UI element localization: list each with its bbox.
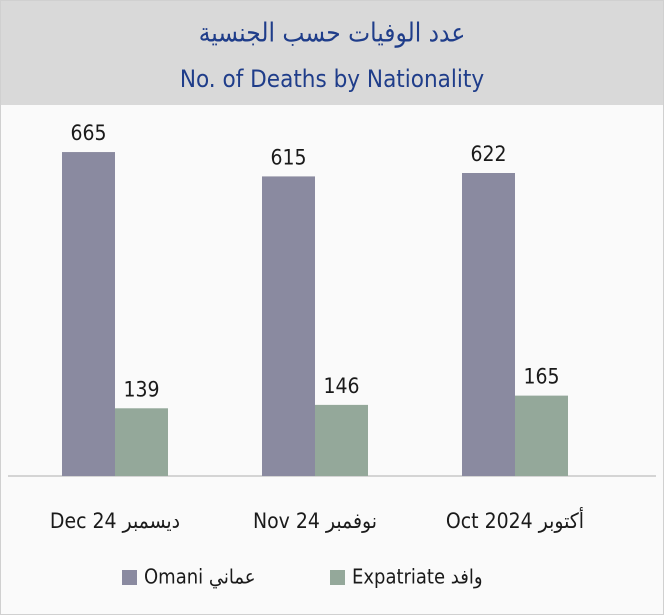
value-label: 165 — [523, 365, 559, 389]
value-label: 146 — [323, 374, 359, 398]
bar — [115, 408, 168, 476]
x-tick-label: Oct 2024 أكتوبر — [446, 507, 584, 533]
title-band — [1, 1, 663, 105]
bar — [462, 172, 515, 477]
bar — [315, 404, 368, 476]
chart-title: عدد الوفيات حسب الجنسية — [199, 19, 466, 49]
value-label: 615 — [270, 145, 306, 169]
bar — [515, 395, 568, 476]
legend-swatch — [122, 570, 137, 585]
x-tick-label: Nov 24 نوفمبر — [253, 509, 377, 533]
x-tick-label: Dec 24 ديسمبر — [50, 509, 180, 533]
chart-subtitle: No. of Deaths by Nationality — [180, 65, 484, 93]
value-label: 139 — [123, 377, 159, 401]
legend-label: Expatriate وافد — [352, 565, 483, 589]
legend-label: Omani عماني — [144, 565, 255, 590]
legend-swatch — [330, 570, 345, 585]
bar — [262, 176, 315, 476]
bar — [62, 152, 115, 477]
value-label: 665 — [70, 121, 106, 145]
value-label: 622 — [470, 142, 506, 166]
